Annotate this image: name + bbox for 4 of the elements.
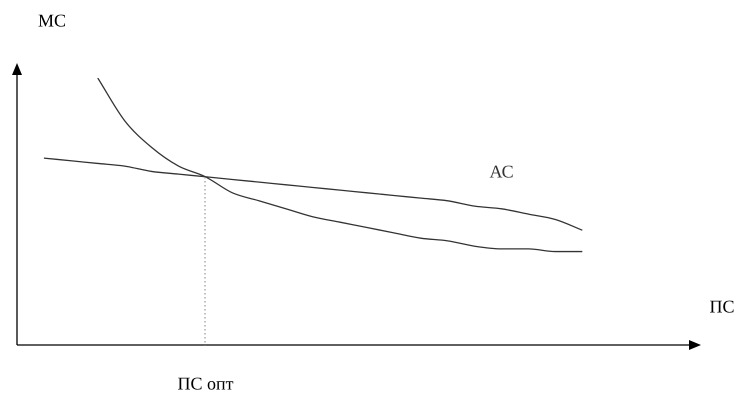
series-label: АС	[490, 162, 514, 182]
y-axis-title: МС	[38, 10, 66, 31]
x-axis-title: ПС	[709, 296, 735, 317]
text: ПС опт	[177, 374, 234, 394]
